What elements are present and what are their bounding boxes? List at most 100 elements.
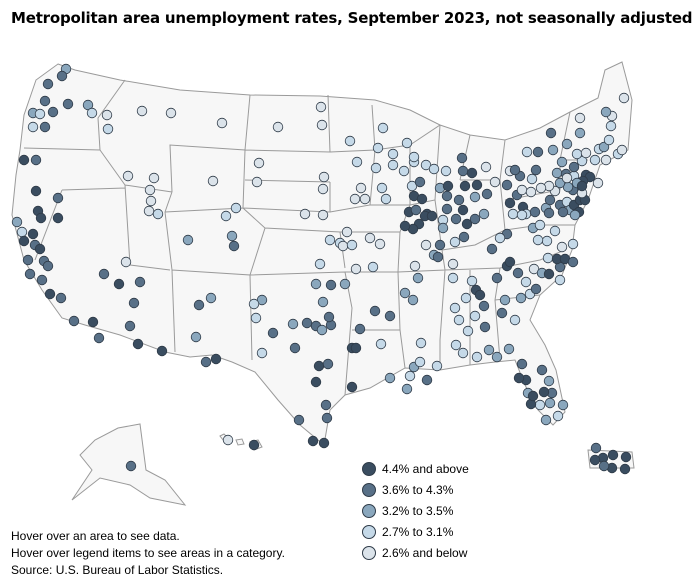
metro-dot[interactable] bbox=[414, 176, 426, 188]
metro-dot[interactable] bbox=[145, 195, 157, 207]
metro-dot[interactable] bbox=[98, 268, 110, 280]
metro-dot[interactable] bbox=[552, 410, 564, 422]
metro-dot[interactable] bbox=[318, 171, 330, 183]
metro-dot[interactable] bbox=[412, 272, 424, 284]
metro-dot[interactable] bbox=[466, 275, 478, 287]
metro-dot[interactable] bbox=[399, 220, 411, 232]
metro-dot[interactable] bbox=[571, 148, 583, 160]
metro-dot[interactable] bbox=[453, 314, 465, 326]
metro-dot[interactable] bbox=[450, 339, 462, 351]
metro-dot[interactable] bbox=[576, 180, 588, 192]
metro-dot[interactable] bbox=[589, 154, 601, 166]
metro-dot[interactable] bbox=[483, 344, 495, 356]
metro-dot[interactable] bbox=[125, 460, 137, 472]
metro-dot[interactable] bbox=[618, 92, 630, 104]
metro-dot[interactable] bbox=[34, 243, 46, 255]
metro-dot[interactable] bbox=[527, 390, 539, 402]
metro-dot[interactable] bbox=[316, 119, 328, 131]
metro-dot[interactable] bbox=[619, 463, 631, 475]
metro-dot[interactable] bbox=[317, 183, 329, 195]
metro-dot[interactable] bbox=[460, 292, 472, 304]
metro-dot[interactable] bbox=[355, 182, 367, 194]
metro-dot[interactable] bbox=[409, 260, 421, 272]
metro-dot[interactable] bbox=[375, 338, 387, 350]
metro-dot[interactable] bbox=[534, 219, 546, 231]
metro-dot[interactable] bbox=[267, 327, 279, 339]
metro-dot[interactable] bbox=[569, 209, 581, 221]
metro-dot[interactable] bbox=[507, 208, 519, 220]
metro-dot[interactable] bbox=[408, 151, 420, 163]
metro-dot[interactable] bbox=[512, 267, 524, 279]
metro-dot[interactable] bbox=[16, 226, 28, 238]
metro-dot[interactable] bbox=[200, 356, 212, 368]
metro-dot[interactable] bbox=[540, 414, 552, 426]
metro-dot[interactable] bbox=[136, 105, 148, 117]
metro-dot[interactable] bbox=[364, 232, 376, 244]
metro-dot[interactable] bbox=[513, 372, 525, 384]
metro-dot[interactable] bbox=[456, 152, 468, 164]
metro-dot[interactable] bbox=[207, 175, 219, 187]
metro-dot[interactable] bbox=[466, 167, 478, 179]
metro-dot[interactable] bbox=[453, 194, 465, 206]
metro-dot[interactable] bbox=[42, 78, 54, 90]
metro-dot[interactable] bbox=[421, 374, 433, 386]
metro-dot[interactable] bbox=[410, 204, 422, 216]
metro-dot[interactable] bbox=[544, 194, 556, 206]
metro-dot[interactable] bbox=[299, 208, 311, 220]
metro-dot[interactable] bbox=[322, 358, 334, 370]
metro-dot[interactable] bbox=[556, 241, 568, 253]
metro-dot[interactable] bbox=[535, 182, 547, 194]
metro-dot[interactable] bbox=[222, 434, 234, 446]
metro-dot[interactable] bbox=[554, 177, 566, 189]
metro-dot[interactable] bbox=[441, 190, 453, 202]
metro-dot[interactable] bbox=[554, 274, 566, 286]
metro-dot[interactable] bbox=[590, 442, 602, 454]
metro-dot[interactable] bbox=[530, 283, 542, 295]
metro-dot[interactable] bbox=[499, 294, 511, 306]
metro-dot[interactable] bbox=[205, 292, 217, 304]
metro-dot[interactable] bbox=[134, 276, 146, 288]
metro-dot[interactable] bbox=[520, 276, 532, 288]
metro-dot[interactable] bbox=[504, 197, 516, 209]
metro-dot[interactable] bbox=[313, 360, 325, 372]
metro-dot[interactable] bbox=[36, 274, 48, 286]
metro-dot[interactable] bbox=[450, 213, 462, 225]
metro-dot[interactable] bbox=[317, 296, 329, 308]
metro-dot[interactable] bbox=[248, 298, 260, 310]
metro-dot[interactable] bbox=[491, 351, 503, 363]
metro-dot[interactable] bbox=[551, 167, 563, 179]
metro-dot[interactable] bbox=[324, 234, 336, 246]
metro-dot[interactable] bbox=[230, 202, 242, 214]
metro-dot[interactable] bbox=[354, 323, 366, 335]
metro-dot[interactable] bbox=[30, 185, 42, 197]
metro-dot[interactable] bbox=[574, 112, 586, 124]
metro-dot[interactable] bbox=[426, 210, 438, 222]
metro-dot[interactable] bbox=[461, 218, 473, 230]
metro-dot[interactable] bbox=[310, 278, 322, 290]
metro-dot[interactable] bbox=[462, 325, 474, 337]
metro-dot[interactable] bbox=[165, 107, 177, 119]
metro-dot[interactable] bbox=[469, 213, 481, 225]
legend-item-2[interactable]: 3.2% to 3.5% bbox=[362, 500, 469, 521]
metro-dot[interactable] bbox=[491, 272, 503, 284]
metro-dot[interactable] bbox=[350, 342, 362, 354]
metro-dot[interactable] bbox=[315, 101, 327, 113]
metro-dot[interactable] bbox=[22, 254, 34, 266]
metro-dot[interactable] bbox=[228, 240, 240, 252]
metro-dot[interactable] bbox=[530, 164, 542, 176]
metro-dot[interactable] bbox=[346, 239, 358, 251]
metro-dot[interactable] bbox=[372, 142, 384, 154]
metro-dot[interactable] bbox=[532, 234, 544, 246]
metro-dot[interactable] bbox=[120, 256, 132, 268]
metro-dot[interactable] bbox=[567, 238, 579, 250]
metro-dot[interactable] bbox=[398, 165, 410, 177]
metro-dot[interactable] bbox=[102, 123, 114, 135]
metro-dot[interactable] bbox=[437, 222, 449, 234]
metro-dot[interactable] bbox=[509, 314, 521, 326]
metro-dot[interactable] bbox=[359, 193, 371, 205]
metro-dot[interactable] bbox=[574, 127, 586, 139]
metro-dot[interactable] bbox=[494, 232, 506, 244]
metro-dot[interactable] bbox=[387, 159, 399, 171]
metro-dot[interactable] bbox=[404, 370, 416, 382]
metro-dot[interactable] bbox=[47, 106, 59, 118]
